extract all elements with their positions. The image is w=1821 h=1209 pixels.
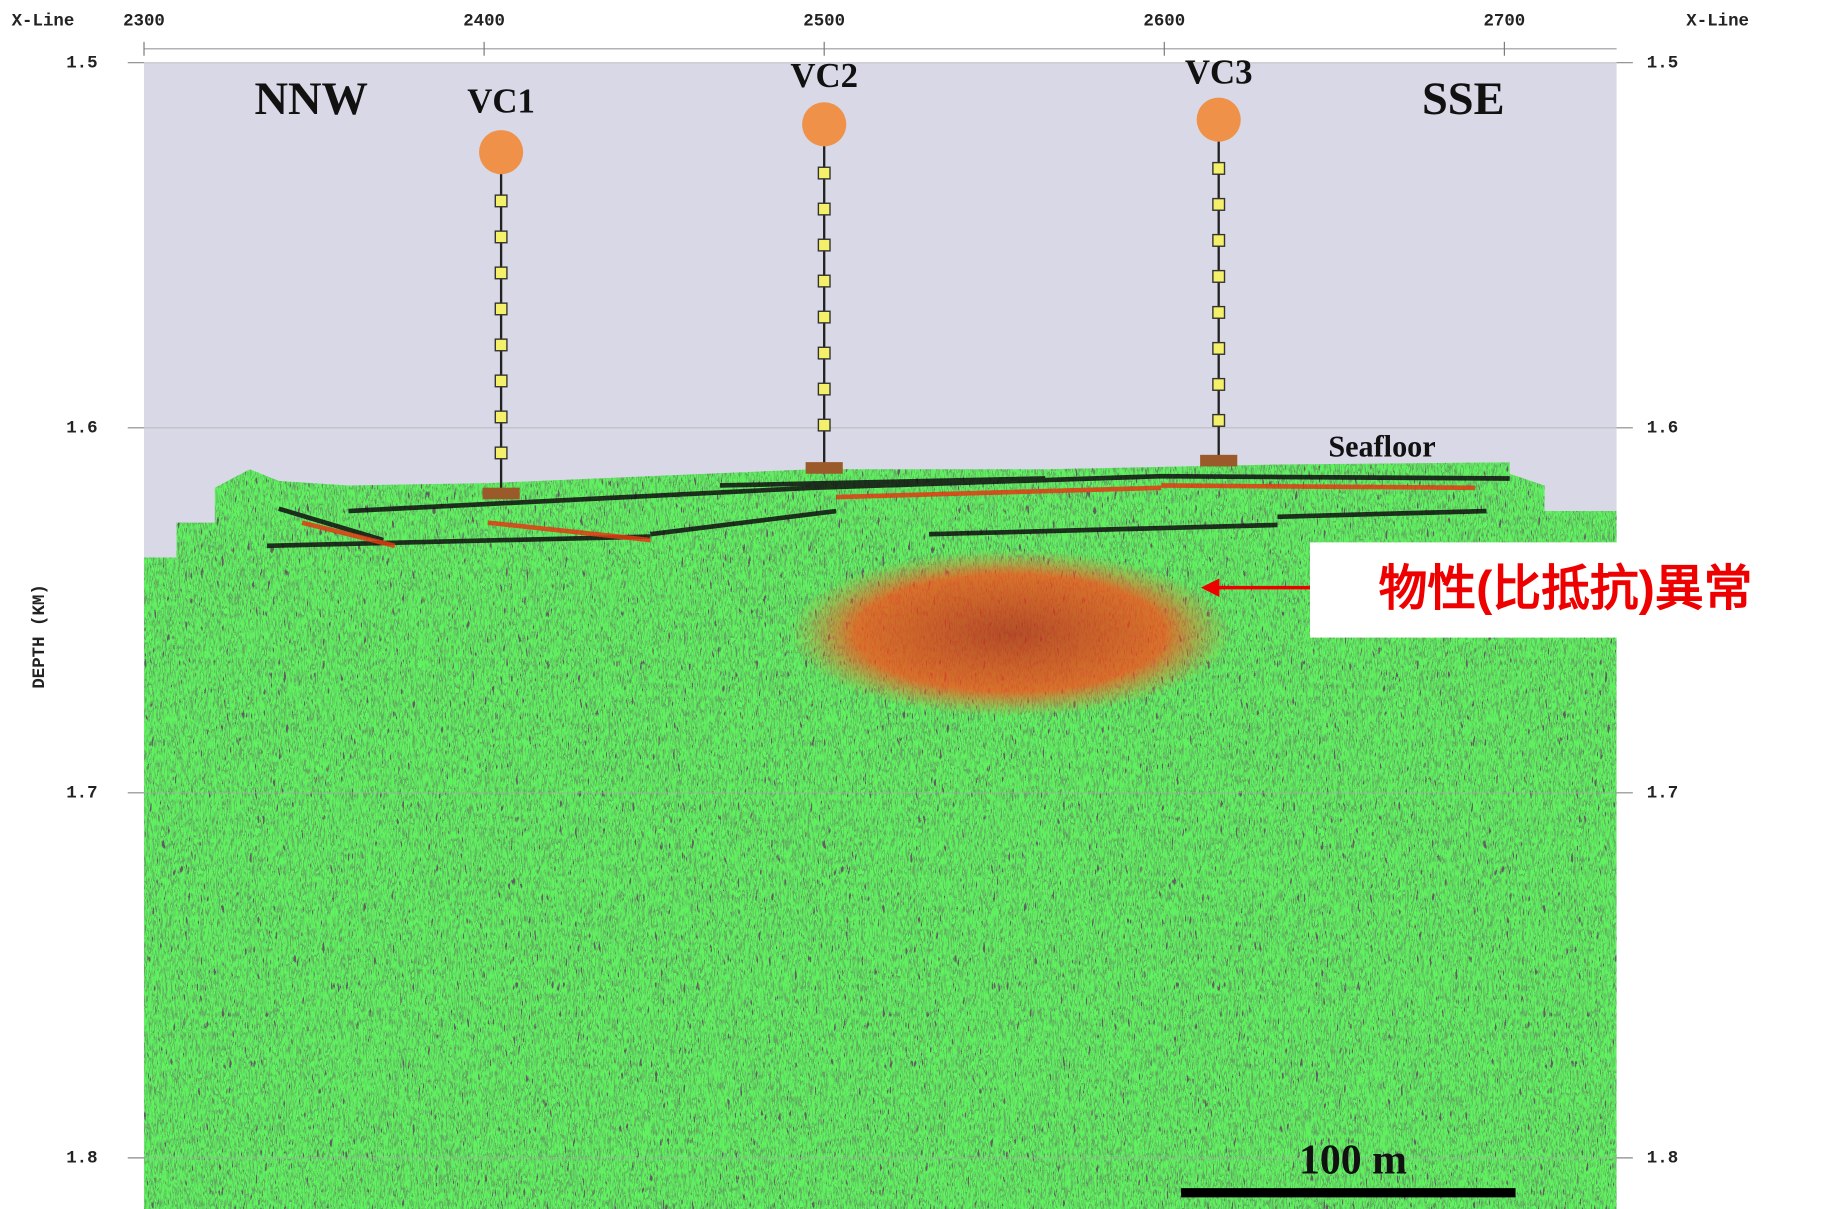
sensor [495,339,507,351]
sensor [495,303,507,315]
seafloor-label: Seafloor [1328,429,1435,463]
sensor [1213,199,1225,211]
sensor [818,275,830,287]
y-tick-label: 1.6 [1647,418,1678,438]
station-base [483,488,520,500]
station-base [806,462,843,474]
sensor [818,347,830,359]
sensor [495,411,507,423]
x-tick-label: 2300 [123,12,165,32]
sensor [818,167,830,179]
y-tick-label: 1.8 [66,1148,97,1168]
station-label: VC1 [467,82,535,121]
x-tick-label: 2700 [1483,12,1525,32]
y-axis-label: DEPTH (KM) [30,584,50,688]
sensor [818,203,830,215]
station-base [1200,455,1237,467]
direction-label: SSE [1422,74,1505,125]
x-axis-label: X-Line [12,12,75,32]
sensor [495,447,507,459]
sensor [818,383,830,395]
sensor [818,311,830,323]
sensor [1213,379,1225,391]
y-tick-label: 1.7 [1647,783,1678,803]
y-tick-label: 1.7 [66,783,97,803]
sensor [818,419,830,431]
station-buoy [1197,98,1241,142]
direction-label: NNW [254,74,368,125]
sensor [495,375,507,387]
station-label: VC2 [790,56,858,95]
scale-bar-label: 100 m [1299,1137,1407,1183]
x-tick-label: 2400 [463,12,505,32]
y-tick-label: 1.5 [66,53,97,73]
x-tick-label: 2600 [1143,12,1185,32]
sensor [1213,307,1225,319]
station-buoy [802,102,846,146]
sensor [818,239,830,251]
sensor [495,231,507,243]
station-label: VC3 [1185,53,1253,92]
sensor [1213,235,1225,247]
anomaly-zone [790,549,1231,716]
anomaly-label: 物性(比抵抗)異常 [1379,562,1753,616]
sensor [1213,343,1225,355]
y-tick-label: 1.6 [66,418,97,438]
sensor [1213,271,1225,283]
y-tick-label: 1.5 [1647,53,1678,73]
seismic-figure: 2300 2400 2500 2600 2700 1.5 1.5 1.6 1.6 1.7 1.7 1.… [0,0,1821,1209]
x-tick-label: 2500 [803,12,845,32]
sensor [1213,415,1225,427]
sensor [495,195,507,207]
y-tick-label: 1.8 [1647,1148,1678,1168]
sensor [495,267,507,279]
sensor [1213,163,1225,175]
x-axis-label: X-Line [1686,12,1749,32]
station-buoy [479,130,523,174]
